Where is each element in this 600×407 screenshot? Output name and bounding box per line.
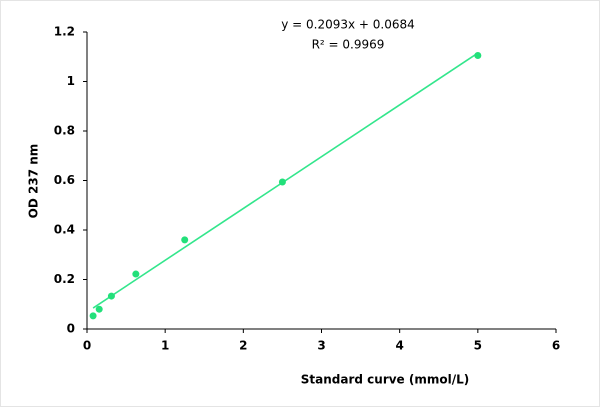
- x-tick-label: 6: [552, 339, 560, 353]
- point: [474, 52, 482, 60]
- y-tick-label: 1: [67, 74, 75, 88]
- y-tick-label: 1.2: [54, 25, 75, 39]
- r-squared: R² = 0.9969: [312, 38, 385, 52]
- point: [95, 305, 103, 313]
- point: [89, 312, 97, 320]
- y-tick-label: 0.8: [54, 124, 75, 138]
- point: [181, 236, 189, 244]
- y-tick-label: 0: [67, 322, 75, 336]
- point: [278, 178, 286, 186]
- point: [107, 292, 115, 300]
- x-tick-label: 3: [317, 339, 325, 353]
- x-tick-label: 5: [474, 339, 482, 353]
- y-tick-label: 0.6: [54, 173, 75, 187]
- y-tick-label: 0.4: [54, 223, 75, 237]
- y-axis-label: OD 237 nm: [27, 144, 41, 219]
- x-tick-label: 1: [161, 339, 169, 353]
- x-tick-label: 2: [239, 339, 247, 353]
- equation: y = 0.2093x + 0.0684: [281, 18, 415, 32]
- point: [132, 270, 140, 278]
- x-tick-label: 4: [395, 339, 403, 353]
- x-tick-label: 0: [83, 339, 91, 353]
- y-tick-label: 0.2: [54, 272, 75, 286]
- x-axis-label: Standard curve (mmol/L): [301, 373, 469, 387]
